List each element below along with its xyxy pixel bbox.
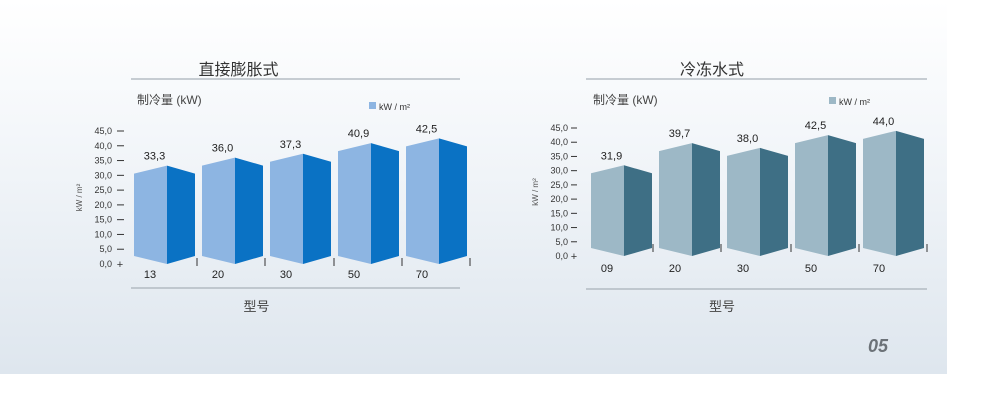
x-tick-label: 20 [212,269,224,281]
bar-side-face [371,143,399,264]
bar-front-face [202,157,235,264]
bar-side-face [439,138,467,264]
bar-value-label: 31,9 [601,150,622,162]
y-tick-label: 5,0 [99,244,112,254]
x-tick-label: 70 [416,269,428,281]
bar-side-face [828,135,856,256]
y-tick-label: 45,0 [550,123,568,133]
bar-side-face [896,130,924,256]
x-tick-label: 30 [280,269,292,281]
y-tick-label: 35,0 [94,156,112,166]
y-tick-label: 20,0 [94,200,112,210]
y-tick-label: 5,0 [555,237,568,247]
x-tick-label: 50 [348,269,360,281]
y-tick-mark: + [571,251,577,263]
chart-x-axis-title: 型号 [708,299,735,314]
bar-value-label: 44,0 [873,116,894,128]
y-tick-mark: + [117,259,123,271]
bar-side-face [235,157,263,264]
y-tick-label: 25,0 [550,180,568,190]
bar-value-label: 37,3 [280,139,301,151]
x-tick-label: 13 [144,269,156,281]
bar-front-face [270,153,303,264]
chart-plot: kW / m² 0,0 +5,0 10,0 15,0 20,0 25,0 30,0 35,0 40… [75,78,471,289]
bar-value-label: 42,5 [416,123,437,135]
chart-plot: kW / m² 0,0 +5,0 10,0 15,0 20,0 25,0 30,0 35,0 40… [531,78,928,290]
bar-side-face [624,165,652,256]
y-tick-label: 45,0 [94,126,112,136]
bar-side-face [167,165,195,264]
y-tick-label: 30,0 [550,166,568,176]
bar-side-face [692,143,720,256]
legend-label: kW / m² [839,97,870,107]
bar-value-label: 39,7 [669,128,690,140]
y-tick-label: 0,0 [555,251,568,261]
bar-front-face [591,165,624,256]
chart-y-axis-title: 制冷量 (kW) [137,93,202,107]
chart-y-axis-title: 制冷量 (kW) [593,93,658,107]
x-tick-label: 20 [669,263,681,275]
legend-swatch [829,97,836,104]
y-tick-label: 20,0 [550,194,568,204]
bar-value-label: 36,0 [212,143,233,155]
bar-side-face [303,153,331,264]
bar-front-face [659,143,692,256]
y-tick-label: 0,0 [99,259,112,269]
chart-direct-expansion: 直接膨胀式 制冷量 (kW) kW / m² 0,0 +5,0 10,0 15,0 20,… [0,0,477,374]
y-tick-label: 10,0 [94,229,112,239]
legend-swatch [369,102,376,109]
bar-value-label: 33,3 [144,151,165,163]
page-panel: 直接膨胀式 制冷量 (kW) kW / m² 0,0 +5,0 10,0 15,0 20,… [0,0,947,374]
chart-x-axis-title: 型号 [243,299,270,314]
x-tick-label: 50 [805,263,817,275]
y-tick-label: 25,0 [94,185,112,195]
bar-front-face [795,135,828,256]
chart-chilled-water: 冷冻水式 制冷量 (kW) kW / m² 0,0 +5,0 10,0 15,0 20,0… [477,0,947,374]
bar-value-label: 40,9 [348,128,369,140]
bar-front-face [134,165,167,264]
bar-front-face [863,130,896,256]
x-tick-label: 70 [873,263,885,275]
bar-value-label: 38,0 [737,133,758,145]
y-axis-side-label: kW / m² [75,183,84,211]
chart-title: 直接膨胀式 [198,62,279,79]
y-tick-label: 30,0 [94,170,112,180]
y-tick-label: 35,0 [550,151,568,161]
y-tick-label: 10,0 [550,223,568,233]
bar-front-face [338,143,371,264]
x-tick-label: 30 [737,263,749,275]
y-tick-label: 15,0 [550,208,568,218]
legend-label: kW / m² [379,102,410,112]
y-axis-side-label: kW / m² [531,178,540,206]
x-tick-label: 09 [601,263,613,275]
chart-title: 冷冻水式 [679,62,744,79]
y-tick-label: 40,0 [550,137,568,147]
bar-front-face [727,147,760,256]
y-tick-label: 15,0 [94,215,112,225]
page-number: 05 [867,336,888,356]
bar-side-face [760,147,788,256]
bar-value-label: 42,5 [805,120,826,132]
bar-front-face [406,138,439,264]
y-tick-label: 40,0 [94,141,112,151]
